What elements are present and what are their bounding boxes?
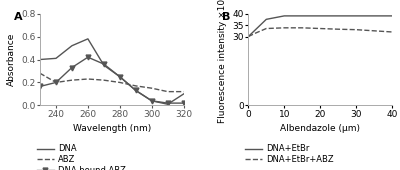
X-axis label: Wavelength (nm): Wavelength (nm)	[73, 124, 151, 133]
Legend: DNA+EtBr, DNA+EtBr+ABZ: DNA+EtBr, DNA+EtBr+ABZ	[245, 144, 334, 164]
X-axis label: Albendazole (μm): Albendazole (μm)	[280, 124, 360, 133]
Text: A: A	[14, 12, 23, 22]
Legend: DNA, ABZ, DNA bound ABZ: DNA, ABZ, DNA bound ABZ	[37, 144, 126, 170]
Text: B: B	[222, 12, 231, 22]
Y-axis label: Absorbance: Absorbance	[7, 33, 16, 86]
Y-axis label: Fluorescence intensity ×10³: Fluorescence intensity ×10³	[218, 0, 227, 123]
